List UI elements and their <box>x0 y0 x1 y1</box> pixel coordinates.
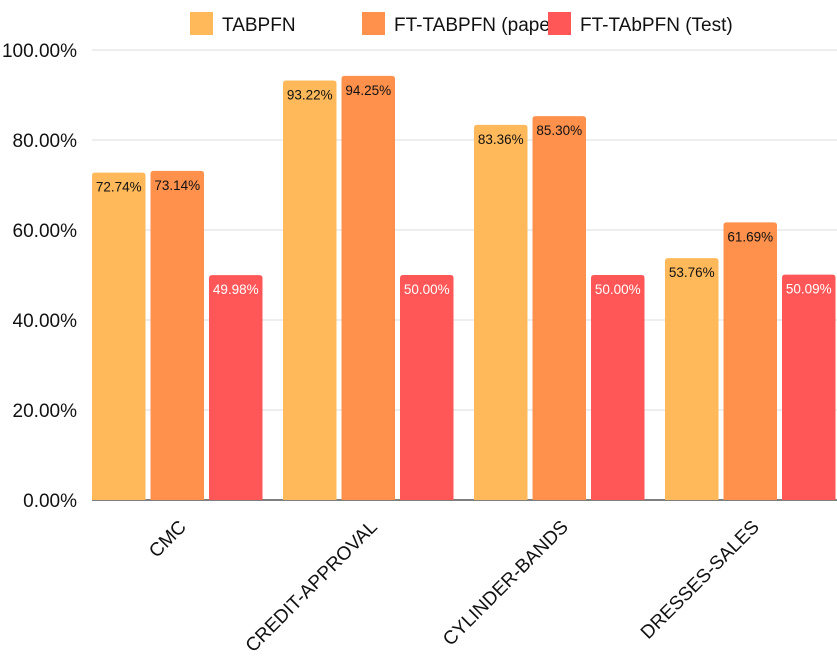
legend-swatch <box>190 12 213 35</box>
bar-ft-tabpfn-test-credit-approval <box>400 275 454 500</box>
data-label: 93.22% <box>287 88 333 103</box>
data-label: 72.74% <box>96 180 142 195</box>
data-label: 94.25% <box>345 83 391 98</box>
x-category-label: CMC <box>145 517 190 562</box>
y-axis: 0.00% 20.00% 40.00% 60.00% 80.00% 100.00% <box>2 41 77 512</box>
bar-ft-tabpfn-paper-cylinder-bands <box>532 116 586 501</box>
data-label: 73.14% <box>154 178 200 193</box>
x-category-label: CREDIT-APPROVAL <box>242 517 382 656</box>
y-tick-label: 40.00% <box>13 311 78 332</box>
legend-swatch <box>548 12 571 35</box>
x-category-label: CYLINDER-BANDS <box>439 517 573 651</box>
legend-label: TABPFN <box>222 15 296 36</box>
x-axis: CMC CREDIT-APPROVAL CYLINDER-BANDS DRESSES-… <box>145 517 763 656</box>
bar-ft-tabpfn-test-cmc <box>209 275 263 500</box>
data-label: 50.00% <box>404 282 450 297</box>
legend: TABPFN FT-TABPFN (paper) FT-TAbPFN (Test) <box>190 12 733 36</box>
data-label: 83.36% <box>478 132 524 147</box>
bar-ft-tabpfn-test-dresses-sales <box>782 274 836 500</box>
legend-label: FT-TAbPFN (Test) <box>580 15 733 36</box>
legend-label: FT-TABPFN (paper) <box>394 15 563 36</box>
data-label: 85.30% <box>536 123 582 138</box>
bar-ft-tabpfn-paper-credit-approval <box>341 75 395 500</box>
bar-tabpfn-cmc <box>92 172 146 501</box>
y-tick-label: 0.00% <box>23 491 77 512</box>
data-label: 50.00% <box>595 282 641 297</box>
bar-ft-tabpfn-paper-dresses-sales <box>723 222 777 500</box>
bar-ft-tabpfn-paper-cmc <box>150 170 204 500</box>
bar-tabpfn-cylinder-bands <box>474 124 528 500</box>
data-labels: 72.74% 93.22% 83.36% 53.76% 73.14% 94.25% 85.3… <box>96 83 832 297</box>
y-tick-label: 100.00% <box>2 41 77 62</box>
bar-ft-tabpfn-test-cylinder-bands <box>591 275 645 500</box>
bar-tabpfn-dresses-sales <box>665 258 719 500</box>
y-tick-label: 80.00% <box>13 131 78 152</box>
data-label: 53.76% <box>669 265 715 280</box>
y-tick-label: 20.00% <box>13 401 78 422</box>
y-tick-label: 60.00% <box>13 221 78 242</box>
data-label: 49.98% <box>213 282 259 297</box>
data-label: 61.69% <box>727 229 773 244</box>
legend-swatch <box>362 12 385 35</box>
bar-tabpfn-credit-approval <box>283 80 337 500</box>
data-label: 50.09% <box>786 282 832 297</box>
bars <box>92 75 836 501</box>
x-category-label: DRESSES-SALES <box>637 517 764 644</box>
